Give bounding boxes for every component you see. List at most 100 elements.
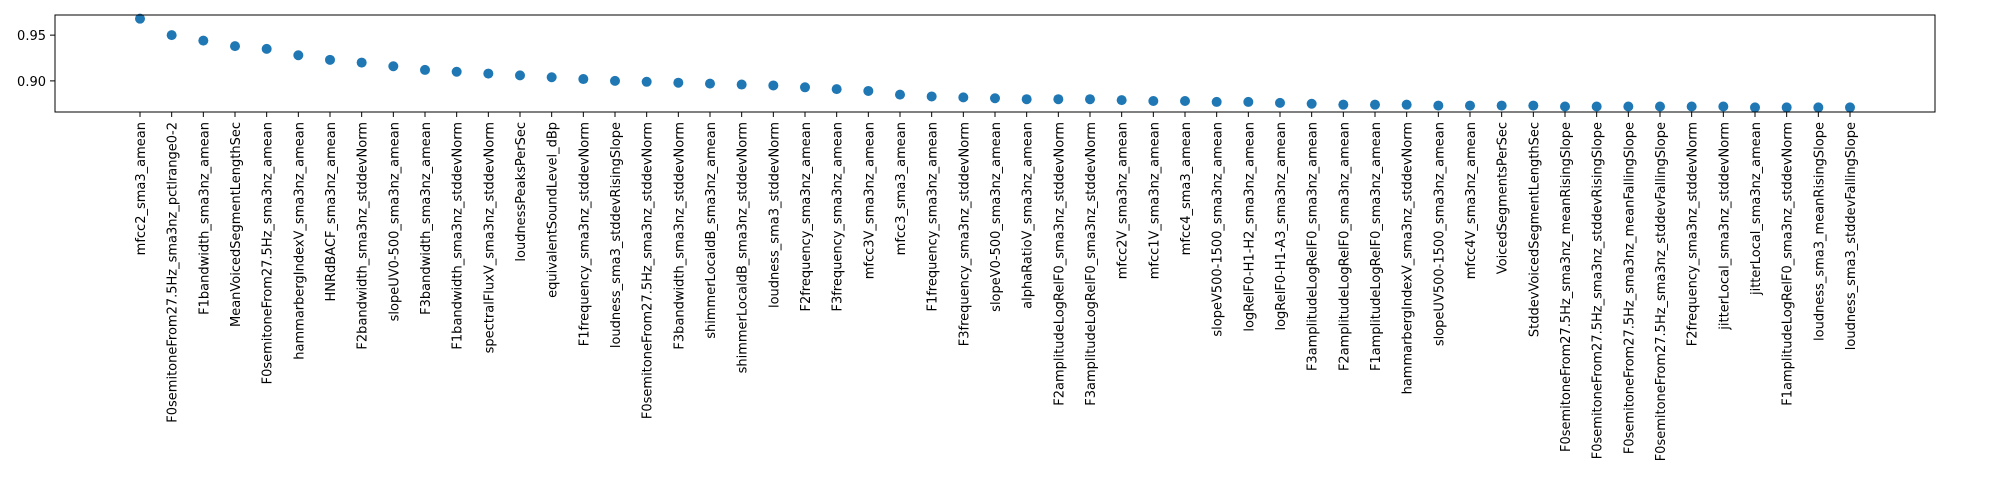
data-point [705, 78, 715, 89]
data-point [1781, 102, 1792, 113]
x-axis: mfcc2_sma3_amean F0semitoneFrom27.5Hz_sma… [134, 112, 1859, 461]
x-tick-label: alphaRatioV_sma3nz_amean [1021, 122, 1036, 309]
y-tick-label: 0.95 [17, 29, 46, 44]
x-tick-label: F1bandwidth_sma3nz_stddevNorm [451, 122, 466, 350]
x-tick-label: F2frequency_sma3nz_stddevNorm [1686, 122, 1701, 346]
x-tick-label: mfcc3V_sma3nz_amean [862, 122, 877, 279]
data-point [1718, 101, 1729, 112]
data-point [483, 68, 494, 79]
data-point [863, 85, 874, 96]
data-point [261, 43, 272, 54]
x-tick-label: F3frequency_sma3nz_stddevNorm [957, 122, 972, 346]
data-point [388, 61, 399, 72]
x-tick-label: loudness_sma3_stddevFallingSlope [1844, 122, 1859, 350]
data-point [198, 35, 209, 46]
x-tick-label: shimmerLocaldB_sma3nz_amean [704, 122, 719, 339]
data-point [293, 50, 304, 61]
plot-area [135, 13, 1855, 113]
data-point [1623, 101, 1634, 112]
data-point [1148, 96, 1159, 107]
x-tick-label: F3frequency_sma3nz_amean [831, 122, 846, 312]
data-point [1116, 95, 1127, 106]
x-tick-label: hammarbergIndexV_sma3nz_stddevNorm [1401, 122, 1416, 394]
x-tick-label: logRelF0-H1-A3_sma3nz_amean [1274, 122, 1289, 331]
x-tick-label: F0semitoneFrom27.5Hz_sma3nz_stddevFallin… [1654, 122, 1669, 461]
x-tick-label: loudness_sma3_stddevRisingSlope [609, 122, 624, 348]
x-tick-label: VoicedSegmentsPerSec [1496, 122, 1511, 274]
x-tick-label: F1frequency_sma3nz_stddevNorm [577, 122, 592, 346]
data-point [1750, 102, 1760, 113]
x-tick-label: mfcc4V_sma3nz_amean [1464, 122, 1479, 279]
x-tick-label: slopeV500-1500_sma3nz_amean [1211, 122, 1226, 337]
data-point [578, 74, 589, 85]
data-point [831, 84, 842, 95]
data-point [1370, 99, 1380, 110]
x-tick-label: slopeUV500-1500_sma3nz_amean [1432, 122, 1447, 346]
data-point [1306, 98, 1317, 109]
data-point [610, 75, 620, 86]
x-tick-label: mfcc3_sma3_amean [894, 122, 909, 255]
x-tick-label: F0semitoneFrom27.5Hz_sma3nz_pctlrange0-2 [166, 122, 181, 423]
data-point [1243, 96, 1254, 107]
x-tick-label: mfcc1V_sma3nz_amean [1147, 122, 1162, 279]
x-tick-label: F3amplitudeLogRelF0_sma3nz_stddevNorm [1084, 122, 1099, 406]
data-point [990, 93, 1000, 104]
x-tick-label: mfcc2_sma3_amean [134, 122, 149, 255]
x-tick-label: loudness_sma3_meanRisingSlope [1812, 122, 1827, 341]
x-tick-label: F1amplitudeLogRelF0_sma3nz_amean [1369, 122, 1384, 371]
data-point [958, 92, 969, 103]
data-point [1813, 102, 1824, 113]
data-point [1085, 94, 1095, 105]
data-point [926, 91, 937, 102]
x-tick-label: F2amplitudeLogRelF0_sma3nz_amean [1337, 122, 1352, 371]
x-tick-label: mfcc2V_sma3nz_amean [1116, 122, 1131, 279]
data-point [135, 13, 145, 24]
data-point [1275, 97, 1285, 108]
data-point [1401, 99, 1412, 110]
x-tick-label: F0semitoneFrom27.5Hz_sma3nz_stddevNorm [641, 122, 656, 419]
x-tick-label: F1frequency_sma3nz_amean [926, 122, 941, 312]
data-point [1338, 99, 1349, 110]
data-point [1845, 102, 1855, 113]
data-point [768, 80, 779, 91]
x-tick-label: F0semitoneFrom27.5Hz_sma3nz_stddevRising… [1591, 122, 1606, 459]
x-tick-label: loudness_sma3_stddevNorm [767, 122, 782, 308]
x-tick-label: F2bandwidth_sma3nz_stddevNorm [356, 122, 371, 350]
data-point [1433, 100, 1444, 111]
x-tick-label: F3bandwidth_sma3nz_amean [419, 122, 434, 315]
data-point [673, 77, 684, 88]
data-point [1591, 101, 1602, 112]
data-point [1528, 100, 1539, 111]
data-point [1655, 101, 1665, 112]
x-tick-label: F2amplitudeLogRelF0_sma3nz_stddevNorm [1052, 122, 1067, 406]
x-tick-label: jitterLocal_sma3nz_stddevNorm [1717, 122, 1732, 331]
data-point [1180, 96, 1190, 107]
x-tick-label: slopeUV0-500_sma3nz_amean [387, 122, 402, 321]
x-tick-label: F0semitoneFrom27.5Hz_sma3nz_meanFallingS… [1622, 122, 1637, 454]
data-point [420, 64, 430, 75]
data-point [800, 82, 810, 93]
x-tick-label: spectralFluxV_sma3nz_stddevNorm [482, 122, 497, 353]
data-point [546, 72, 557, 83]
data-point [1021, 94, 1032, 105]
data-point [1496, 100, 1507, 111]
x-tick-label: F1bandwidth_sma3nz_amean [197, 122, 212, 315]
x-tick-label: slopeV0-500_sma3nz_amean [989, 122, 1004, 312]
x-tick-label: F1amplitudeLogRelF0_sma3nz_stddevNorm [1781, 122, 1796, 406]
data-point [515, 70, 525, 81]
data-point [356, 57, 367, 68]
data-point [1053, 94, 1064, 105]
data-point [451, 66, 462, 77]
x-tick-label: F0semitoneFrom27.5Hz_sma3nz_amean [261, 122, 276, 384]
x-tick-label: hammarbergIndexV_sma3nz_amean [292, 122, 307, 360]
data-point [166, 30, 177, 41]
x-tick-label: F0semitoneFrom27.5Hz_sma3nz_meanRisingSl… [1559, 122, 1574, 452]
data-point [641, 76, 652, 87]
x-tick-label: StddevVoicedSegmentLengthSec [1527, 122, 1542, 337]
x-tick-label: F3bandwidth_sma3nz_stddevNorm [672, 122, 687, 350]
data-point [325, 54, 335, 65]
data-point [1211, 96, 1222, 107]
x-tick-label: F2frequency_sma3nz_amean [799, 122, 814, 312]
x-tick-label: shimmerLocaldB_sma3nz_stddevNorm [736, 122, 751, 373]
